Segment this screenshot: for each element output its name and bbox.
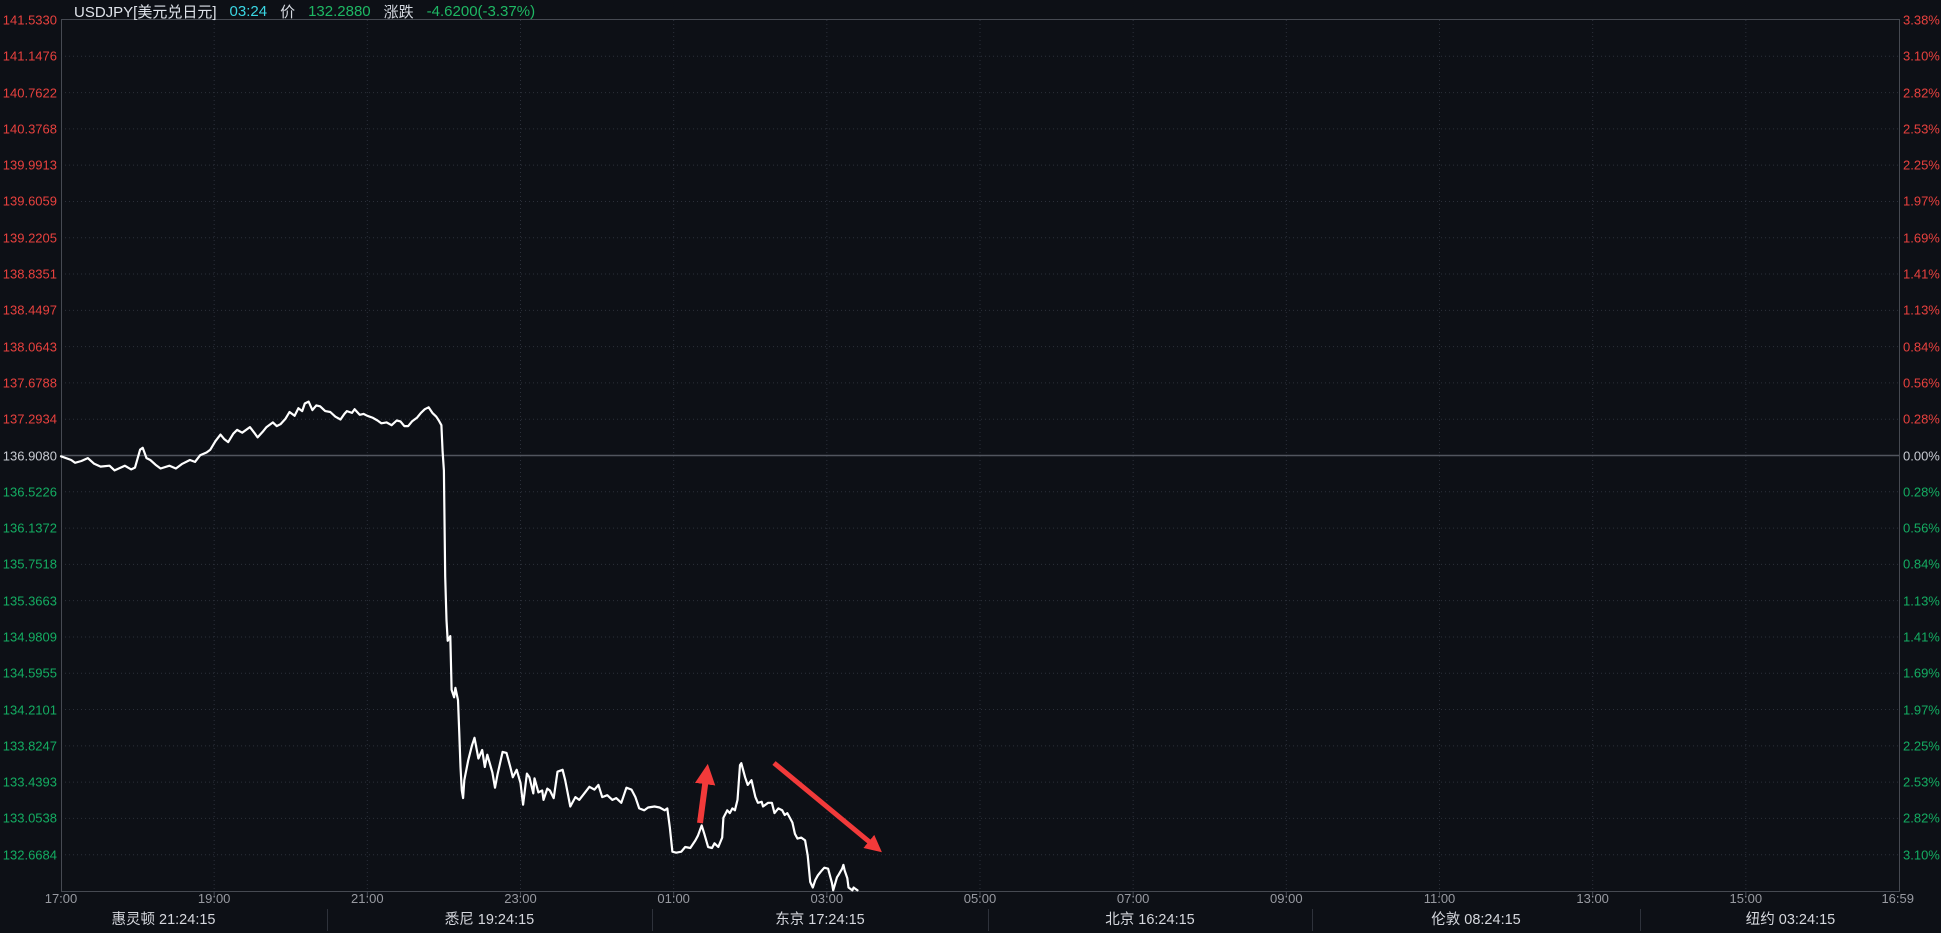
price-axis-label: 139.9913 bbox=[2, 157, 57, 173]
percent-axis-label: 3.38% bbox=[1903, 12, 1940, 28]
price-axis-label: 134.5955 bbox=[2, 665, 57, 681]
city-divider bbox=[652, 909, 653, 931]
percent-axis-label: 0.56% bbox=[1903, 520, 1940, 536]
time-axis-label: 01:00 bbox=[657, 891, 690, 906]
percent-axis-label: 1.41% bbox=[1903, 266, 1940, 282]
price-axis-label: 133.0538 bbox=[2, 810, 57, 826]
price-axis-label: 136.5226 bbox=[2, 484, 57, 500]
price-axis-label: 138.0643 bbox=[2, 339, 57, 355]
price-axis-label: 137.2934 bbox=[2, 411, 57, 427]
price-axis-label: 134.9809 bbox=[2, 629, 57, 645]
price-axis-label: 132.6684 bbox=[2, 847, 57, 863]
percent-axis-label: 1.41% bbox=[1903, 629, 1940, 645]
city-divider bbox=[988, 909, 989, 931]
time-axis-label: 13:00 bbox=[1576, 891, 1609, 906]
quote-time: 03:24 bbox=[229, 2, 268, 20]
time-axis-label: 16:59 bbox=[1881, 891, 1914, 906]
price-axis-label: 136.9080 bbox=[2, 448, 57, 463]
price-axis-label: 140.3768 bbox=[2, 121, 57, 137]
percent-axis-label: 0.84% bbox=[1903, 556, 1940, 572]
percent-axis-label: 2.25% bbox=[1903, 157, 1940, 173]
price-axis-label: 141.1476 bbox=[2, 48, 57, 64]
price-axis-label: 139.2205 bbox=[2, 230, 57, 246]
percent-axis-label: 0.00% bbox=[1903, 448, 1940, 463]
percent-axis-label: 1.69% bbox=[1903, 665, 1940, 681]
percent-axis-label: 0.84% bbox=[1903, 339, 1940, 355]
annotation-arrow-down bbox=[772, 761, 882, 853]
city-divider bbox=[327, 909, 328, 931]
percent-axis-label: 1.97% bbox=[1903, 702, 1940, 718]
price-axis-label: 136.1372 bbox=[2, 520, 57, 536]
percent-axis-label: 0.56% bbox=[1903, 375, 1940, 391]
city-session-label: 惠灵顿 21:24:15 bbox=[111, 912, 216, 928]
percent-axis-label: 3.10% bbox=[1903, 48, 1940, 64]
city-session-label: 东京 17:24:15 bbox=[775, 912, 865, 928]
price-axis-label: 133.4393 bbox=[2, 774, 57, 790]
change-value: -4.6200(-3.37%) bbox=[426, 2, 536, 20]
annotation-arrow-up bbox=[695, 763, 716, 824]
city-divider bbox=[1312, 909, 1313, 931]
city-session-label: 伦敦 08:24:15 bbox=[1431, 912, 1521, 928]
price-axis-label: 135.7518 bbox=[2, 556, 57, 572]
time-axis-label: 07:00 bbox=[1116, 891, 1150, 906]
time-axis-label: 03:00 bbox=[810, 891, 844, 906]
percent-axis-label: 1.97% bbox=[1903, 193, 1940, 209]
price-axis-label: 138.4497 bbox=[2, 302, 57, 318]
percent-axis-label: 0.28% bbox=[1903, 411, 1940, 427]
percent-axis-label: 0.28% bbox=[1903, 484, 1940, 500]
percent-axis-label: 1.69% bbox=[1903, 230, 1940, 246]
percent-axis-label: 1.13% bbox=[1903, 302, 1940, 318]
price-axis-label: 135.3663 bbox=[2, 593, 57, 609]
time-axis-label: 09:00 bbox=[1270, 891, 1303, 906]
change-label: 涨跌 bbox=[383, 3, 414, 21]
quote-header: USDJPY[美元兑日元] 03:24 价 132.2880 涨跌 -4.620… bbox=[74, 1, 535, 21]
percent-axis-label: 1.13% bbox=[1903, 593, 1940, 609]
symbol-name: USDJPY[美元兑日元] bbox=[74, 3, 217, 21]
price-axis-label: 138.8351 bbox=[2, 266, 57, 282]
time-axis-label: 17:00 bbox=[44, 891, 78, 906]
city-session-label: 北京 16:24:15 bbox=[1105, 912, 1195, 928]
price-line bbox=[59, 400, 859, 892]
price-axis-label: 133.8247 bbox=[2, 738, 57, 754]
percent-axis-label: 2.53% bbox=[1903, 774, 1940, 790]
last-price: 132.2880 bbox=[308, 2, 371, 20]
time-axis-label: 23:00 bbox=[504, 891, 537, 906]
city-divider bbox=[1640, 909, 1641, 931]
price-label: 价 bbox=[280, 3, 296, 21]
percent-axis-label: 2.25% bbox=[1903, 738, 1940, 754]
price-axis-label: 139.6059 bbox=[2, 193, 57, 209]
time-axis-label: 15:00 bbox=[1729, 891, 1763, 906]
time-axis-label: 11:00 bbox=[1423, 891, 1456, 906]
percent-axis-label: 2.82% bbox=[1903, 85, 1940, 101]
price-axis-label: 140.7622 bbox=[2, 85, 57, 101]
percent-axis-label: 2.82% bbox=[1903, 810, 1940, 826]
city-session-label: 悉尼 19:24:15 bbox=[444, 912, 535, 928]
price-axis-label: 137.6788 bbox=[2, 375, 57, 391]
city-session-label: 纽约 03:24:15 bbox=[1745, 912, 1836, 928]
price-axis-label: 141.5330 bbox=[2, 12, 57, 28]
time-axis-label: 19:00 bbox=[197, 891, 231, 906]
price-axis-label: 134.2101 bbox=[2, 702, 57, 718]
time-axis-label: 21:00 bbox=[351, 891, 384, 906]
percent-axis-label: 2.53% bbox=[1903, 121, 1940, 137]
time-axis-label: 05:00 bbox=[963, 891, 997, 906]
percent-axis-label: 3.10% bbox=[1903, 847, 1940, 863]
